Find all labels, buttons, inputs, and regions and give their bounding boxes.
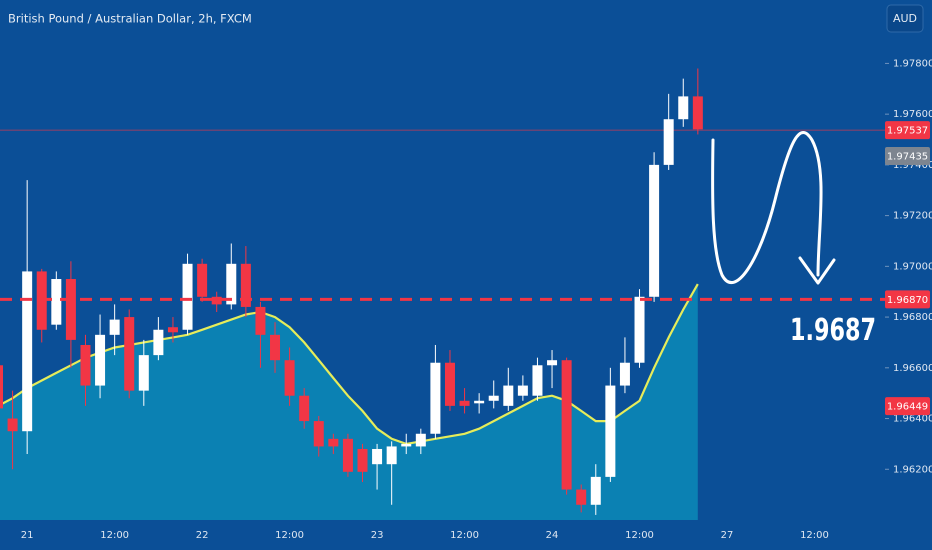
x-tick-label: 22 (196, 530, 209, 541)
x-tick-label: 27 (721, 530, 734, 541)
x-tick-label: 24 (546, 530, 559, 541)
candle-body (488, 395, 499, 401)
candle-body (590, 476, 601, 505)
y-tick-label: 1.97600 (893, 109, 932, 120)
price-badge-label: 1.97435 (887, 152, 928, 163)
candle-body (153, 329, 164, 356)
price-badge-label: 1.97537 (887, 126, 928, 137)
candle-body (401, 443, 412, 447)
candle-body (7, 418, 18, 432)
candle-body (0, 365, 3, 409)
y-tick-label: 1.97000 (893, 261, 932, 272)
candle-body (459, 400, 470, 406)
candle-body (65, 279, 76, 340)
candle-body (503, 385, 514, 406)
candle-body (255, 306, 266, 335)
candle-body (474, 400, 485, 404)
candle-body (226, 263, 237, 305)
y-tick-label: 1.97800 (893, 58, 932, 69)
level-annotation: 1.9687 (790, 313, 876, 348)
candle-body (299, 395, 310, 422)
candle-body (619, 362, 630, 386)
candle-body (372, 448, 383, 465)
candle-body (430, 362, 441, 434)
y-tick-label: 1.96200 (893, 464, 932, 475)
candle-body (328, 438, 339, 447)
currency-label[interactable]: AUD (893, 12, 917, 25)
forecast-arrowhead (798, 256, 836, 285)
candle-body (284, 360, 295, 396)
candle-body (605, 385, 616, 477)
candle-body (692, 96, 703, 130)
price-badge-label: 1.96449 (887, 402, 928, 413)
x-tick-label: 23 (371, 530, 384, 541)
candle-body (415, 433, 426, 447)
candle-body (138, 355, 149, 391)
candle-body (342, 438, 353, 472)
candle-body (649, 164, 660, 297)
plot-area: 1.97800 1.97600 1.97400 1.97200 1.97000 1.968… (0, 58, 932, 541)
price-badge-label: 1.96870 (887, 295, 928, 306)
candle-body (109, 319, 120, 335)
x-tick-label: 12:00 (275, 530, 304, 541)
candle-body (95, 334, 106, 386)
y-tick-label: 1.97400 (893, 160, 932, 171)
candle-body (517, 385, 528, 396)
y-tick-label: 1.96400 (893, 414, 932, 425)
currency-button[interactable] (886, 4, 924, 33)
candle-body (197, 263, 208, 297)
candle-body (357, 448, 368, 472)
price-badge (885, 397, 930, 416)
candle-body (678, 96, 689, 120)
candle-body (561, 360, 572, 490)
price-badge (885, 121, 930, 140)
candle-body (386, 446, 397, 465)
candle-body (211, 296, 222, 305)
x-tick-label: 12:00 (800, 530, 829, 541)
chart-title: British Pound / Australian Dollar, 2h, F… (8, 12, 252, 26)
price-badge (885, 147, 930, 165)
candle-body (532, 365, 543, 396)
candle-body (634, 296, 645, 363)
candle-body (313, 421, 324, 447)
y-tick-label: 1.97200 (893, 211, 932, 222)
candle-body (240, 263, 251, 307)
price-badge (885, 290, 930, 309)
candle-body (182, 263, 193, 330)
x-tick-label: 12:00 (450, 530, 479, 541)
candle-body (124, 317, 135, 391)
forecast-arrow (711, 131, 823, 284)
candle-body (80, 344, 91, 386)
ma-area (0, 284, 698, 520)
candle-body (167, 327, 178, 333)
candle-body (444, 362, 455, 406)
candle-body (547, 360, 558, 366)
y-tick-label: 1.96800 (893, 312, 932, 323)
x-tick-label: 12:00 (100, 530, 129, 541)
candle-body (270, 334, 281, 361)
x-tick-label: 12:00 (625, 530, 654, 541)
candle-body (663, 119, 674, 165)
x-tick-label: 21 (21, 530, 34, 541)
candle-body (576, 489, 587, 505)
candle-body (22, 271, 33, 432)
candle-body (51, 279, 62, 325)
y-tick-label: 1.96600 (893, 363, 932, 374)
